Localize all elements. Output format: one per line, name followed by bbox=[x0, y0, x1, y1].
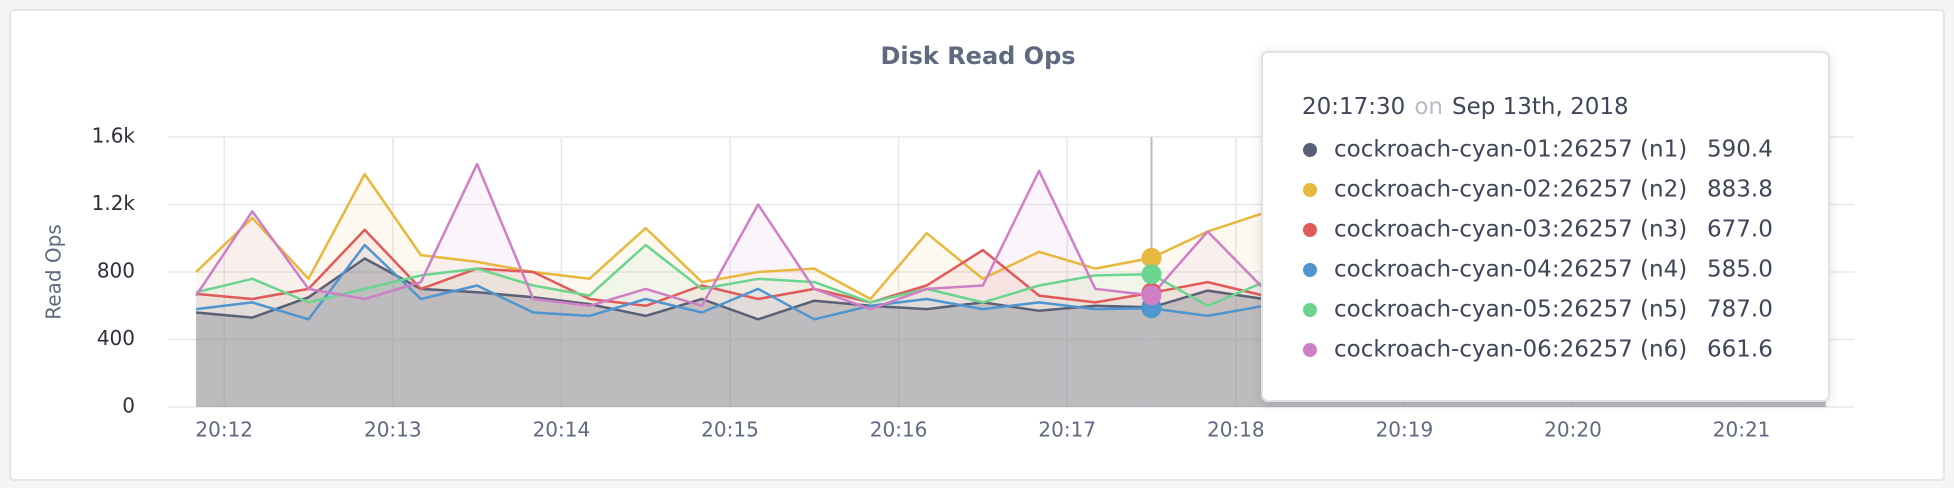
tooltip-value: 677.0 bbox=[1707, 217, 1773, 243]
y-tick-label: 1.2k bbox=[92, 191, 136, 215]
tooltip-value: 787.0 bbox=[1707, 297, 1773, 323]
y-axis-label: Read Ops bbox=[42, 224, 66, 319]
tooltip: 20:17:30 on Sep 13th, 2018 cockroach-cyan-0… bbox=[1261, 51, 1830, 402]
hover-dot bbox=[1141, 264, 1162, 285]
x-tick-label: 20:18 bbox=[1207, 418, 1265, 442]
hover-dot bbox=[1141, 285, 1162, 306]
tooltip-series-name: cockroach-cyan-03:26257 (n3) bbox=[1334, 217, 1687, 243]
x-tick-label: 20:13 bbox=[364, 418, 422, 442]
x-tick-label: 20:19 bbox=[1376, 418, 1434, 442]
tooltip-box bbox=[1261, 51, 1830, 402]
tooltip-value: 590.4 bbox=[1707, 137, 1773, 163]
tooltip-swatch bbox=[1303, 183, 1317, 197]
y-tick-label: 800 bbox=[97, 259, 135, 283]
tooltip-series-name: cockroach-cyan-01:26257 (n1) bbox=[1334, 137, 1687, 163]
y-tick-label: 400 bbox=[97, 326, 135, 350]
x-tick-label: 20:16 bbox=[870, 418, 928, 442]
tooltip-series-name: cockroach-cyan-02:26257 (n2) bbox=[1334, 177, 1687, 203]
chart-title: Disk Read Ops bbox=[880, 42, 1075, 70]
x-tick-label: 20:12 bbox=[195, 418, 253, 442]
tooltip-swatch bbox=[1303, 143, 1317, 157]
x-tick-label: 20:14 bbox=[533, 418, 591, 442]
hover-dot bbox=[1141, 247, 1162, 268]
x-tick-label: 20:17 bbox=[1038, 418, 1096, 442]
tooltip-value: 585.0 bbox=[1707, 257, 1773, 283]
tooltip-series-name: cockroach-cyan-06:26257 (n6) bbox=[1334, 337, 1687, 363]
x-tick-label: 20:20 bbox=[1544, 418, 1602, 442]
tooltip-on: on bbox=[1414, 94, 1443, 120]
tooltip-swatch bbox=[1303, 263, 1317, 277]
tooltip-swatch bbox=[1303, 303, 1317, 317]
y-tick-label: 0 bbox=[122, 394, 135, 418]
tooltip-value: 883.8 bbox=[1707, 177, 1773, 203]
x-tick-label: 20:21 bbox=[1713, 418, 1771, 442]
tooltip-value: 661.6 bbox=[1707, 337, 1773, 363]
tooltip-date: Sep 13th, 2018 bbox=[1452, 94, 1629, 120]
tooltip-series-name: cockroach-cyan-05:26257 (n5) bbox=[1334, 297, 1687, 323]
x-tick-label: 20:15 bbox=[701, 418, 759, 442]
tooltip-swatch bbox=[1303, 223, 1317, 237]
y-tick-label: 1.6k bbox=[92, 124, 136, 148]
tooltip-swatch bbox=[1303, 343, 1317, 357]
tooltip-series-name: cockroach-cyan-04:26257 (n4) bbox=[1334, 257, 1687, 283]
tooltip-header: 20:17:30 on Sep 13th, 2018 bbox=[1302, 94, 1629, 120]
tooltip-time: 20:17:30 bbox=[1302, 94, 1405, 120]
